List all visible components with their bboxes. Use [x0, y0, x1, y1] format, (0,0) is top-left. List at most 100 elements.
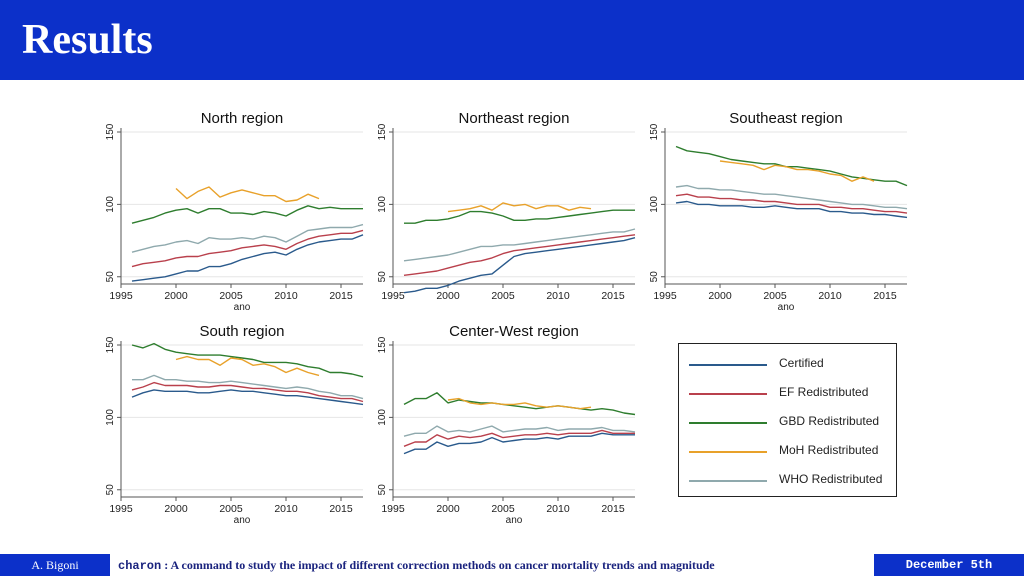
legend-item: Certified: [679, 356, 896, 393]
x-tick-label: 1995: [653, 290, 677, 302]
series-line-moh-redistributed: [175, 355, 320, 377]
page-title: Results: [22, 17, 153, 63]
x-tick-label: 2000: [436, 503, 460, 515]
x-tick-label: 2005: [219, 503, 243, 515]
series-line-certified: [131, 389, 364, 406]
series-line-certified: [131, 234, 364, 282]
legend-swatch-certified: [689, 364, 767, 366]
x-tick-label: 2005: [219, 290, 243, 302]
footer-bar: A. Bigoni charon : A command to study th…: [0, 554, 1024, 576]
x-tick-label: 1995: [109, 290, 133, 302]
series-line-who-redistributed: [403, 425, 636, 437]
series-line-gbd-redistributed: [675, 145, 908, 187]
x-tick-label: 2005: [491, 290, 515, 302]
x-tick-label: 2010: [818, 290, 842, 302]
series-line-certified: [403, 432, 635, 455]
legend-swatch-who: [689, 480, 767, 482]
legend-item: EF Redistributed: [679, 385, 896, 422]
legend-swatch-moh: [689, 451, 767, 453]
chart-svg: 50 100 150 1995 2000 2005 2010 2015 ano South reg…: [105, 323, 364, 526]
legend-item: GBD Redistributed: [679, 414, 896, 451]
series-line-ef-redistributed: [675, 193, 908, 214]
y-tick-label: 50: [649, 271, 660, 283]
chart-panel: 50 100 150 1995 2000 2005 2010 2015 ano Center-We…: [367, 317, 637, 537]
x-tick-label: 2005: [763, 290, 787, 302]
y-tick-label: 150: [649, 123, 660, 140]
footer-author: A. Bigoni: [0, 554, 110, 576]
x-tick-label: 1995: [109, 503, 133, 515]
footer-description: : A command to study the impact of diffe…: [164, 558, 715, 572]
series-line-ef-redistributed: [131, 381, 364, 403]
series-line-gbd-redistributed: [131, 342, 364, 378]
series-line-gbd-redistributed: [131, 205, 363, 224]
chart-panel: 50 100 150 1995 2000 2005 2010 2015 ano South reg…: [95, 317, 365, 537]
legend-swatch-ef: [689, 393, 767, 395]
series-line-who-redistributed: [675, 184, 908, 210]
x-tick-label: 2010: [546, 503, 570, 515]
legend-label: Certified: [779, 356, 824, 370]
x-tick-label: 1995: [381, 290, 405, 302]
y-tick-label: 50: [105, 271, 116, 283]
header-bar: Results: [0, 0, 1024, 80]
chart-panel: 50 100 150 1995 2000 2005 2010 2015 ano Southeast…: [639, 104, 909, 324]
chart-title: Southeast region: [729, 110, 842, 127]
x-axis-label: ano: [234, 302, 251, 313]
footer-command: charon: [118, 559, 162, 573]
y-tick-label: 50: [377, 484, 388, 496]
x-tick-label: 2000: [164, 503, 188, 515]
chart-panel: 50 100 150 1995 2000 2005 2010 2015 Northeast re…: [367, 104, 637, 324]
x-axis-label: ano: [778, 302, 795, 313]
chart-title: South region: [199, 323, 284, 340]
x-axis-label: ano: [234, 515, 251, 526]
y-tick-label: 150: [105, 123, 116, 140]
x-tick-label: 2000: [436, 290, 460, 302]
series-line-who-redistributed: [131, 223, 364, 253]
legend-swatch-gbd: [689, 422, 767, 424]
chart-svg: 50 100 150 1995 2000 2005 2010 2015 ano Southeast…: [649, 110, 908, 313]
y-tick-label: 150: [377, 123, 388, 140]
legend-item: WHO Redistributed: [679, 472, 896, 509]
footer-presentation-title: charon : A command to study the impact o…: [110, 554, 874, 576]
y-tick-label: 50: [105, 484, 116, 496]
x-tick-label: 2000: [164, 290, 188, 302]
chart-title: Northeast region: [459, 110, 570, 127]
x-tick-label: 2015: [601, 290, 625, 302]
x-tick-label: 2005: [491, 503, 515, 515]
y-tick-label: 150: [377, 336, 388, 353]
y-tick-label: 150: [105, 336, 116, 353]
chart-svg: 50 100 150 1995 2000 2005 2010 2015 Northeast re…: [377, 110, 636, 302]
legend-label: GBD Redistributed: [779, 414, 880, 428]
legend-label: EF Redistributed: [779, 385, 869, 399]
y-tick-label: 100: [377, 196, 388, 213]
series-line-ef-redistributed: [403, 429, 635, 447]
series-line-who-redistributed: [132, 374, 364, 400]
chart-title: North region: [201, 110, 284, 127]
legend-label: MoH Redistributed: [779, 443, 879, 457]
x-tick-label: 2015: [329, 290, 353, 302]
y-tick-label: 50: [377, 271, 388, 283]
series-line-gbd-redistributed: [404, 209, 635, 224]
legend-label: WHO Redistributed: [779, 472, 883, 486]
series-line-ef-redistributed: [403, 234, 636, 276]
series-line-certified: [675, 200, 908, 219]
x-tick-label: 2010: [274, 290, 298, 302]
y-tick-label: 100: [649, 196, 660, 213]
x-tick-label: 2015: [329, 503, 353, 515]
footer-date: December 5th: [874, 554, 1024, 576]
x-tick-label: 2000: [708, 290, 732, 302]
chart-svg: 50 100 150 1995 2000 2005 2010 2015 ano North reg…: [105, 110, 364, 313]
y-tick-label: 100: [105, 196, 116, 213]
y-tick-label: 100: [105, 409, 116, 426]
series-line-moh-redistributed: [447, 202, 592, 213]
y-tick-label: 100: [377, 409, 388, 426]
series-line-moh-redistributed: [719, 160, 875, 182]
x-tick-label: 2015: [873, 290, 897, 302]
x-tick-label: 2015: [601, 503, 625, 515]
series-line-moh-redistributed: [447, 397, 592, 410]
x-axis-label: ano: [506, 515, 523, 526]
legend-item: MoH Redistributed: [679, 443, 896, 480]
series-line-moh-redistributed: [175, 186, 320, 203]
x-tick-label: 1995: [381, 503, 405, 515]
series-line-who-redistributed: [403, 228, 636, 262]
chart-title: Center-West region: [449, 323, 579, 340]
